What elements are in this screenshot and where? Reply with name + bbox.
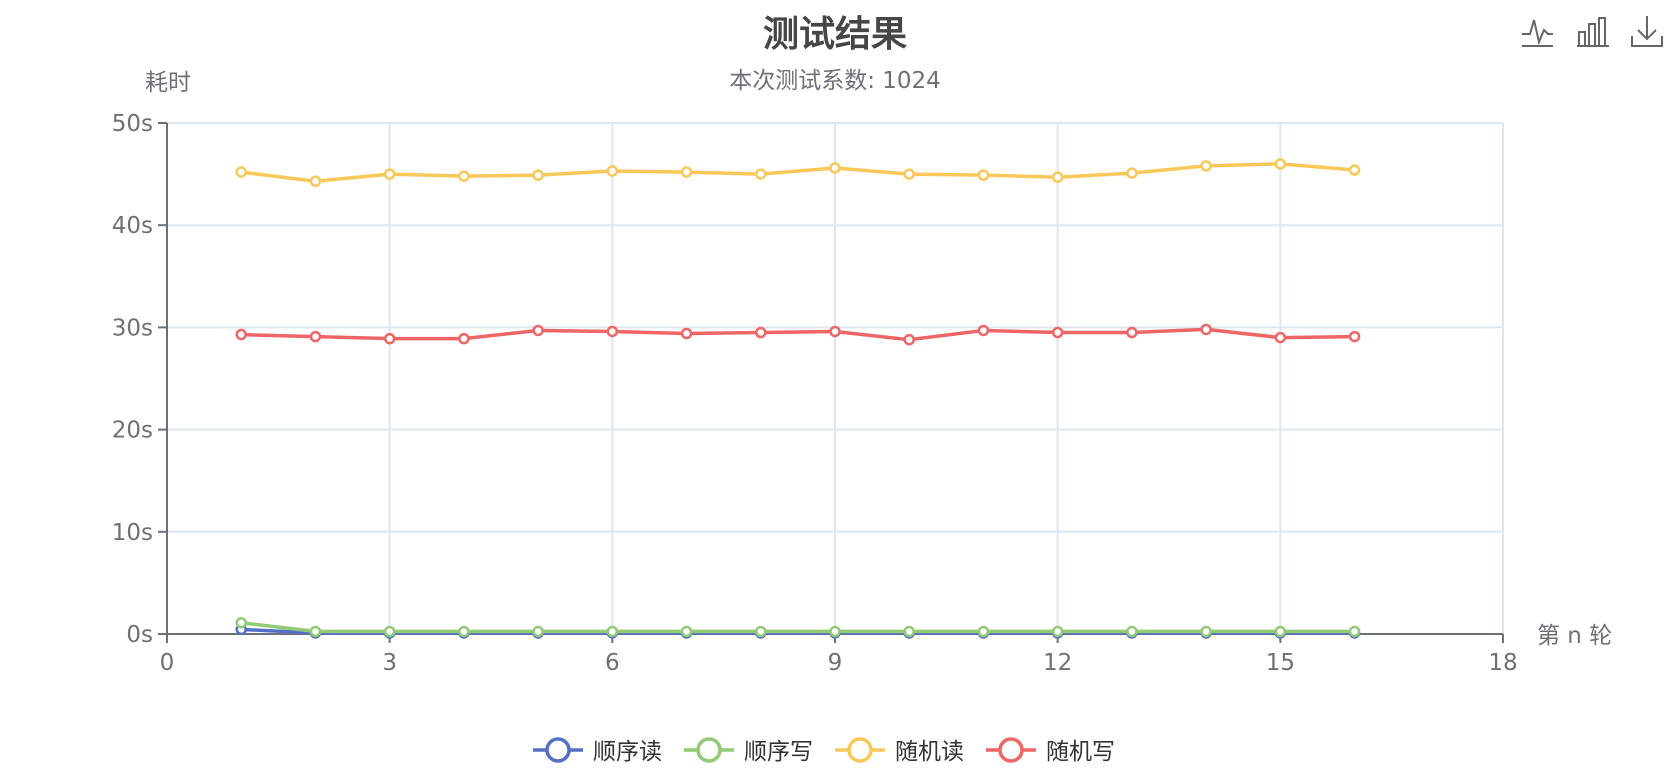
legend-marker bbox=[545, 737, 571, 763]
data-point[interactable] bbox=[903, 333, 915, 346]
y-tick-label: 30s bbox=[112, 315, 153, 341]
legend-item[interactable]: 随机写 bbox=[986, 737, 1115, 765]
x-tick-label: 0 bbox=[160, 650, 175, 676]
data-point[interactable] bbox=[977, 625, 990, 638]
x-tick-label: 9 bbox=[828, 650, 843, 676]
data-point[interactable] bbox=[532, 169, 544, 181]
data-point[interactable] bbox=[1051, 625, 1064, 638]
legend-item[interactable]: 随机读 bbox=[835, 737, 964, 765]
chart-title: 测试结果 bbox=[763, 14, 907, 55]
tick-labels: 0s 10s 20s 30s 40s 50s 0 3 6 9 12 15 18 bbox=[112, 111, 1518, 676]
data-point[interactable] bbox=[1274, 331, 1287, 344]
data-point[interactable] bbox=[1348, 164, 1361, 176]
data-point[interactable] bbox=[235, 166, 247, 178]
data-point[interactable] bbox=[755, 326, 767, 339]
legend-label: 随机读 bbox=[895, 739, 964, 765]
data-point[interactable] bbox=[1348, 625, 1361, 638]
legend-label: 顺序读 bbox=[593, 739, 662, 765]
legend-marker bbox=[696, 737, 722, 763]
data-point[interactable] bbox=[1274, 158, 1287, 170]
grid bbox=[167, 122, 1504, 634]
data-point[interactable] bbox=[1051, 326, 1064, 339]
data-point[interactable] bbox=[977, 324, 990, 337]
data-point[interactable] bbox=[829, 625, 841, 638]
data-point[interactable] bbox=[1126, 625, 1138, 638]
data-point[interactable] bbox=[755, 168, 767, 180]
data-point[interactable] bbox=[1126, 167, 1138, 179]
data-point[interactable] bbox=[829, 325, 841, 338]
series-line bbox=[240, 162, 1355, 184]
data-point[interactable] bbox=[977, 169, 990, 181]
data-point[interactable] bbox=[235, 328, 247, 341]
series-lines bbox=[235, 158, 1361, 639]
data-point[interactable] bbox=[1200, 323, 1212, 336]
toolbox bbox=[1520, 14, 1664, 48]
series-3 bbox=[235, 323, 1361, 346]
y-tick-label: 10s bbox=[112, 520, 153, 546]
legend-marker bbox=[998, 737, 1024, 763]
data-point[interactable] bbox=[458, 625, 470, 638]
data-point[interactable] bbox=[1051, 171, 1064, 183]
y-tick-label: 50s bbox=[112, 111, 153, 137]
y-tick-label: 40s bbox=[112, 213, 153, 239]
data-point[interactable] bbox=[383, 332, 396, 345]
x-axis-name: 第 n 轮 bbox=[1537, 623, 1612, 649]
series-1 bbox=[235, 617, 1361, 638]
legend-item[interactable]: 顺序读 bbox=[533, 737, 662, 765]
legend-label: 顺序写 bbox=[744, 739, 813, 765]
chart-subtitle: 本次测试系数: 1024 bbox=[729, 68, 941, 94]
data-point[interactable] bbox=[606, 325, 619, 338]
data-point[interactable] bbox=[1126, 326, 1138, 339]
download-icon[interactable] bbox=[1630, 14, 1664, 48]
data-point[interactable] bbox=[680, 625, 693, 638]
data-point[interactable] bbox=[1274, 625, 1287, 638]
series-2 bbox=[235, 158, 1361, 188]
data-point[interactable] bbox=[309, 330, 322, 343]
y-tick-label: 20s bbox=[112, 418, 153, 444]
data-point[interactable] bbox=[680, 166, 693, 178]
series-line bbox=[241, 327, 1355, 342]
data-point[interactable] bbox=[1200, 160, 1212, 172]
bar-chart-icon[interactable] bbox=[1576, 14, 1610, 48]
data-point[interactable] bbox=[1348, 330, 1361, 343]
data-point[interactable] bbox=[606, 625, 619, 638]
data-point[interactable] bbox=[458, 332, 470, 345]
data-point[interactable] bbox=[606, 165, 619, 177]
x-tick-label: 12 bbox=[1043, 650, 1072, 676]
data-point[interactable] bbox=[458, 170, 470, 182]
data-point[interactable] bbox=[235, 617, 247, 629]
data-point[interactable] bbox=[309, 175, 322, 188]
data-point[interactable] bbox=[532, 625, 544, 638]
y-tick-label: 0s bbox=[126, 622, 153, 648]
x-tick-label: 18 bbox=[1488, 650, 1517, 676]
data-point[interactable] bbox=[383, 168, 396, 180]
legend: 顺序读 顺序写 随机读 随机写 bbox=[533, 737, 1115, 765]
data-point[interactable] bbox=[755, 625, 767, 638]
data-point[interactable] bbox=[1200, 625, 1212, 638]
series-line bbox=[240, 621, 1355, 634]
legend-item[interactable]: 顺序写 bbox=[684, 737, 813, 765]
x-tick-label: 3 bbox=[382, 650, 397, 676]
data-point[interactable] bbox=[829, 162, 841, 174]
data-point[interactable] bbox=[309, 625, 322, 638]
line-chart-icon[interactable] bbox=[1520, 14, 1554, 48]
data-point[interactable] bbox=[532, 324, 544, 337]
x-tick-label: 15 bbox=[1266, 650, 1295, 676]
data-point[interactable] bbox=[903, 168, 915, 180]
data-point[interactable] bbox=[680, 327, 693, 340]
x-tick-label: 6 bbox=[605, 650, 620, 676]
data-point[interactable] bbox=[903, 625, 915, 638]
data-point[interactable] bbox=[383, 625, 396, 638]
axes bbox=[158, 122, 1504, 643]
legend-label: 随机写 bbox=[1046, 739, 1115, 765]
legend-marker bbox=[847, 737, 873, 763]
y-axis-name: 耗时 bbox=[145, 70, 191, 96]
